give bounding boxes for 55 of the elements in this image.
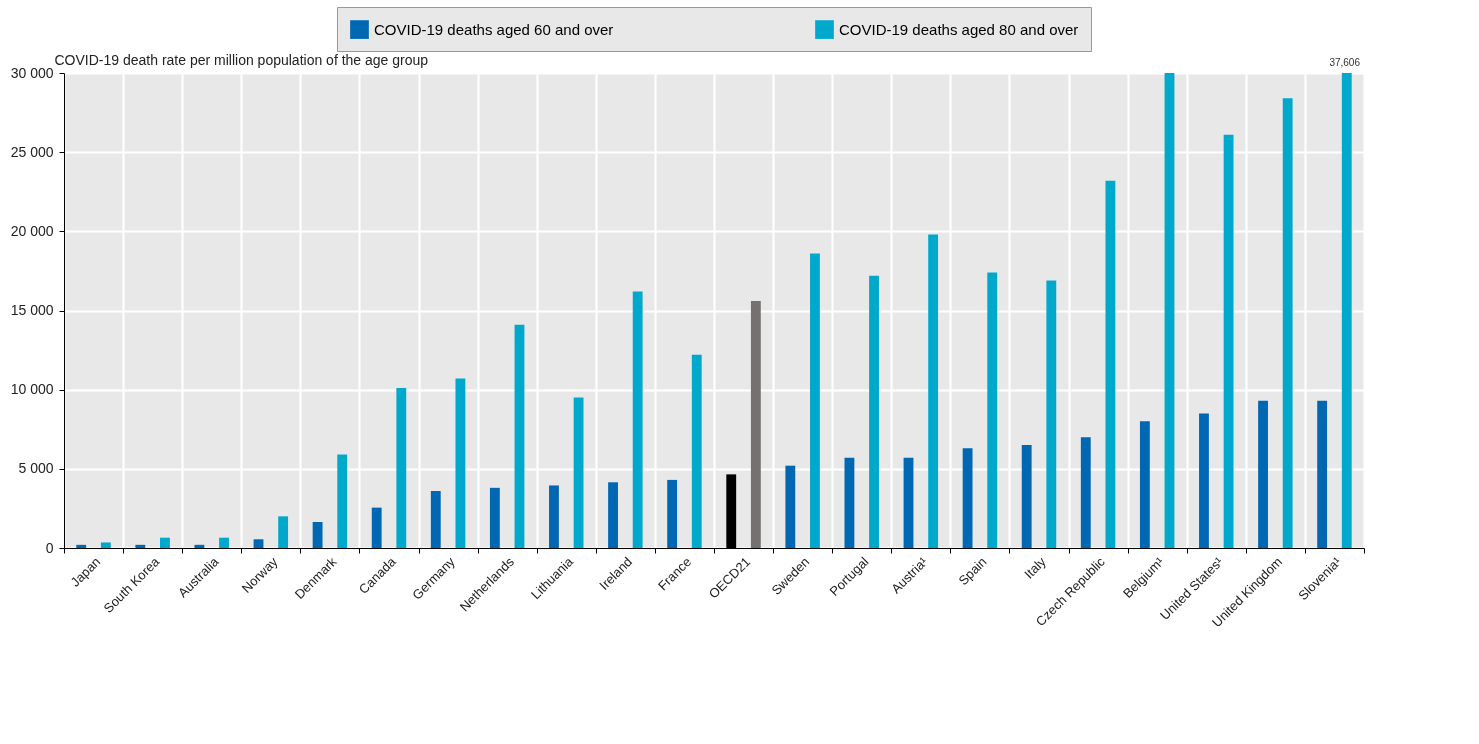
y-tick-label: 25 000 xyxy=(10,143,54,160)
bar xyxy=(430,491,441,548)
y-tick-label: 10 000 xyxy=(10,381,54,398)
bar xyxy=(785,465,796,548)
bar xyxy=(691,354,702,548)
legend-label: COVID-19 deaths aged 60 and over xyxy=(374,20,614,38)
bar xyxy=(312,521,323,548)
bar xyxy=(160,537,170,548)
bar xyxy=(1282,98,1293,548)
y-tick-label: 5 000 xyxy=(18,460,54,477)
bar xyxy=(489,487,500,548)
bar xyxy=(135,544,146,548)
bar xyxy=(1199,413,1209,548)
bar xyxy=(928,234,939,548)
bar xyxy=(76,544,87,548)
text: 37,606 xyxy=(1329,57,1361,68)
bar xyxy=(1317,400,1328,548)
bar xyxy=(337,454,348,548)
bar xyxy=(1080,437,1091,548)
bar xyxy=(1258,400,1268,548)
y-axis-title: COVID-19 death rate per million population of the age group xyxy=(54,51,429,68)
bar xyxy=(632,291,643,548)
bar xyxy=(869,275,879,548)
bar xyxy=(396,388,407,548)
y-tick-label: 15 000 xyxy=(10,302,54,318)
y-tick-label: 20 000 xyxy=(10,222,54,239)
bar xyxy=(844,457,855,548)
bar xyxy=(100,542,111,548)
bar xyxy=(1341,73,1352,548)
bar xyxy=(455,378,466,548)
legend-label: COVID-19 deaths aged 80 and over xyxy=(839,20,1079,38)
bar xyxy=(1164,73,1175,548)
bar xyxy=(750,301,761,548)
y-tick-label: 0 xyxy=(45,539,54,556)
bar xyxy=(1223,134,1234,548)
bar xyxy=(1105,180,1116,548)
bar xyxy=(278,516,289,548)
x-tick-label: Italy xyxy=(1021,553,1050,582)
bar xyxy=(903,457,914,548)
bar xyxy=(962,448,973,548)
bar xyxy=(810,253,820,548)
bar xyxy=(1046,280,1057,548)
bar xyxy=(549,485,559,548)
bar xyxy=(667,479,678,548)
y-tick-label: 30 000 xyxy=(10,64,54,81)
bar xyxy=(573,397,584,548)
bar xyxy=(514,324,525,548)
bar xyxy=(1139,421,1150,548)
bar xyxy=(608,482,618,548)
bar xyxy=(219,537,229,548)
bar xyxy=(253,539,264,548)
bar xyxy=(987,272,998,548)
bar xyxy=(371,507,382,548)
bar xyxy=(194,544,205,548)
bar xyxy=(1021,445,1032,548)
